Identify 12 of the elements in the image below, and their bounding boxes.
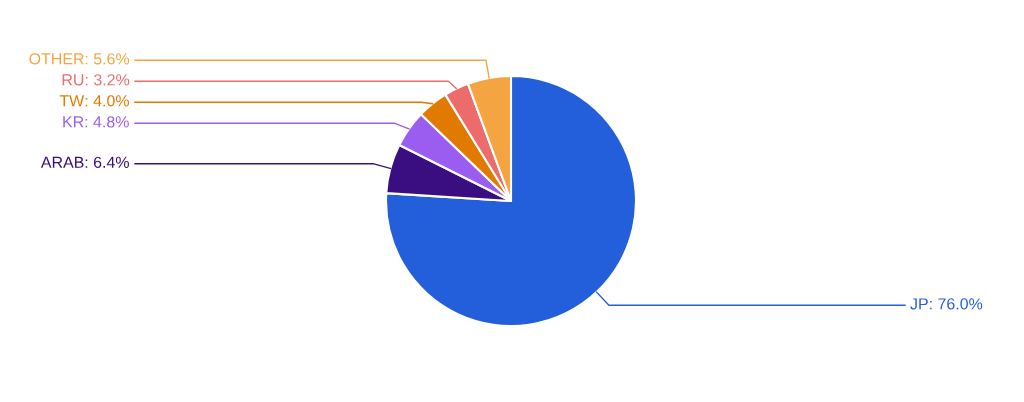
- slice-label: OTHER: [29, 53, 84, 65]
- data-label: : 4.8%: [85, 116, 129, 128]
- data-label: : 5.6%: [85, 53, 130, 65]
- data-label: : 3.2%: [85, 74, 130, 86]
- data-label: : 4.0%: [85, 95, 129, 107]
- slice-label: JP: [910, 298, 928, 310]
- slice-label: RU: [62, 74, 84, 86]
- data-label: : 76.0%: [930, 298, 983, 310]
- data-label: : 6.4%: [85, 156, 129, 168]
- slice-label: KR: [63, 116, 84, 128]
- slice-label: TW: [59, 95, 85, 107]
- slice-label: ARAB: [40, 156, 84, 168]
